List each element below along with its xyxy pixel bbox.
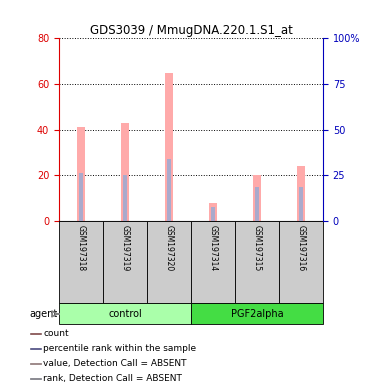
Bar — [30, 348, 41, 349]
Bar — [253, 175, 261, 221]
Bar — [191, 221, 235, 303]
Title: GDS3039 / MmugDNA.220.1.S1_at: GDS3039 / MmugDNA.220.1.S1_at — [90, 24, 292, 37]
Bar — [30, 362, 41, 364]
Bar — [211, 207, 215, 221]
Bar — [103, 221, 147, 303]
Bar — [59, 303, 191, 324]
Text: GSM197316: GSM197316 — [296, 225, 306, 271]
Bar — [59, 221, 103, 303]
Bar — [79, 173, 83, 221]
Text: PGF2alpha: PGF2alpha — [231, 309, 283, 319]
Text: GSM197320: GSM197320 — [165, 225, 173, 271]
Text: control: control — [108, 309, 142, 319]
Bar — [147, 221, 191, 303]
Bar — [299, 187, 303, 221]
Bar — [167, 159, 171, 221]
Bar — [121, 123, 129, 221]
Bar — [235, 221, 279, 303]
Text: GSM197315: GSM197315 — [252, 225, 261, 271]
Bar — [279, 221, 323, 303]
Text: GSM197314: GSM197314 — [209, 225, 217, 271]
Bar — [297, 166, 305, 221]
Bar — [30, 377, 41, 379]
Bar — [255, 187, 259, 221]
Text: rank, Detection Call = ABSENT: rank, Detection Call = ABSENT — [43, 374, 182, 383]
Bar — [123, 175, 127, 221]
Text: GSM197318: GSM197318 — [76, 225, 86, 271]
Bar — [209, 203, 217, 221]
Bar — [30, 333, 41, 334]
Text: percentile rank within the sample: percentile rank within the sample — [43, 344, 196, 353]
Text: count: count — [43, 329, 69, 338]
Bar — [77, 127, 85, 221]
Text: value, Detection Call = ABSENT: value, Detection Call = ABSENT — [43, 359, 187, 368]
Text: agent: agent — [30, 309, 58, 319]
Text: GSM197319: GSM197319 — [120, 225, 130, 271]
Bar — [165, 73, 173, 221]
Bar — [191, 303, 323, 324]
